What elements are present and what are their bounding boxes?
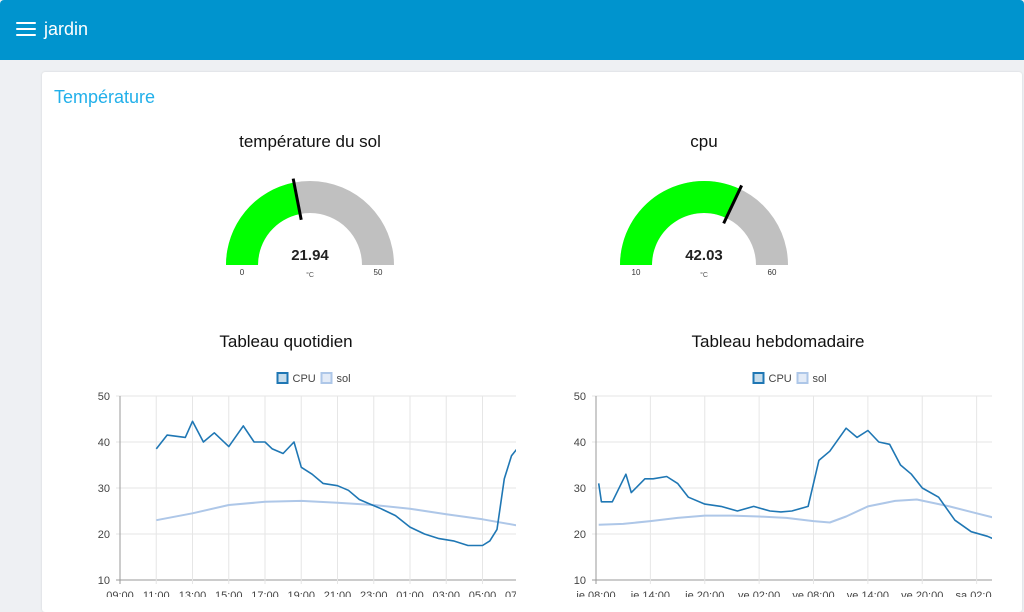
soil-temperature-gauge: 21.94 °C 0 50 <box>226 178 394 279</box>
y-tick-label: 50 <box>98 391 110 403</box>
legend-label-sol: sol <box>813 373 827 385</box>
gauge-value: 21.94 <box>291 247 329 264</box>
x-tick-label: 09:00 <box>106 590 134 597</box>
x-tick-label: 11:00 <box>143 590 170 597</box>
series-line-cpu <box>597 427 992 540</box>
x-tick-label: 23:00 <box>360 590 388 597</box>
x-tick-label: 07:00 <box>505 590 516 597</box>
legend-swatch-cpu <box>752 372 765 384</box>
gauge-min-label: 10 <box>632 268 641 277</box>
x-tick-label: 05:00 <box>469 590 497 597</box>
gauge-needle <box>722 184 743 225</box>
x-tick-label: ve 20:00 <box>901 590 943 597</box>
daily-chart: CPU sol 10 20 30 40 50 09:00 11:00 13:00 15:00 17:0… <box>98 372 516 597</box>
gauge-unit: °C <box>700 271 708 279</box>
gauge-unit: °C <box>306 271 314 279</box>
series-line-cpu <box>155 420 516 547</box>
x-tick-label: 21:00 <box>324 590 352 597</box>
gauge-title-soil: température du sol <box>239 132 381 151</box>
y-tick-label: 20 <box>574 529 586 541</box>
gauge-fill <box>226 182 301 265</box>
y-tick-label: 10 <box>98 575 110 587</box>
gauge-title-cpu: cpu <box>690 132 718 151</box>
chart-title-daily: Tableau quotidien <box>219 332 353 351</box>
x-tick-label: je 08:00 <box>575 590 615 597</box>
x-tick-label: 13:00 <box>179 590 207 597</box>
x-tick-label: 01:00 <box>396 590 424 597</box>
temperature-group-card: Température température du sol cpu 21.94… <box>42 72 1022 612</box>
gauge-max-label: 60 <box>768 268 777 277</box>
x-tick-label: ve 08:00 <box>792 590 834 597</box>
legend-label-cpu: CPU <box>769 373 792 385</box>
group-title: Température <box>54 87 156 107</box>
gauge-max-label: 50 <box>374 268 383 277</box>
hamburger-menu-icon[interactable] <box>16 22 36 38</box>
x-tick-label: 03:00 <box>432 590 460 597</box>
x-tick-label: je 14:00 <box>630 590 670 597</box>
y-tick-label: 30 <box>98 483 110 495</box>
chart-title-weekly: Tableau hebdomadaire <box>691 332 865 351</box>
y-tick-label: 50 <box>574 391 586 403</box>
x-tick-label: ve 14:00 <box>847 590 889 597</box>
y-tick-label: 40 <box>98 437 110 449</box>
series-line-sol <box>156 499 516 527</box>
series-line-sol <box>598 498 992 526</box>
gauge-fill <box>620 180 740 265</box>
gauge-needle <box>291 178 303 221</box>
y-tick-label: 40 <box>574 437 586 449</box>
legend-label-sol: sol <box>337 373 351 385</box>
y-tick-label: 30 <box>574 483 586 495</box>
x-tick-label: je 20:00 <box>684 590 724 597</box>
weekly-chart: CPU sol 10 20 30 40 50 je 08:00 je 14:00 je 20:00… <box>574 372 992 597</box>
legend-swatch-sol <box>796 372 809 384</box>
y-tick-label: 20 <box>98 529 110 541</box>
x-tick-label: 17:00 <box>251 590 279 597</box>
legend-swatch-cpu <box>276 372 289 384</box>
cpu-temperature-gauge: 42.03 °C 10 60 <box>620 180 788 279</box>
x-tick-label: 19:00 <box>287 590 315 597</box>
legend-label-cpu: CPU <box>293 373 316 385</box>
top-bar: jardin <box>0 0 1024 60</box>
x-tick-label: sa 02:00 <box>956 590 992 597</box>
x-tick-label: ve 02:00 <box>738 590 780 597</box>
gauge-min-label: 0 <box>240 268 245 277</box>
gauge-value: 42.03 <box>685 247 723 264</box>
x-tick-label: 15:00 <box>215 590 243 597</box>
legend-swatch-sol <box>320 372 333 384</box>
y-tick-label: 10 <box>574 575 586 587</box>
app-title: jardin <box>44 19 89 39</box>
